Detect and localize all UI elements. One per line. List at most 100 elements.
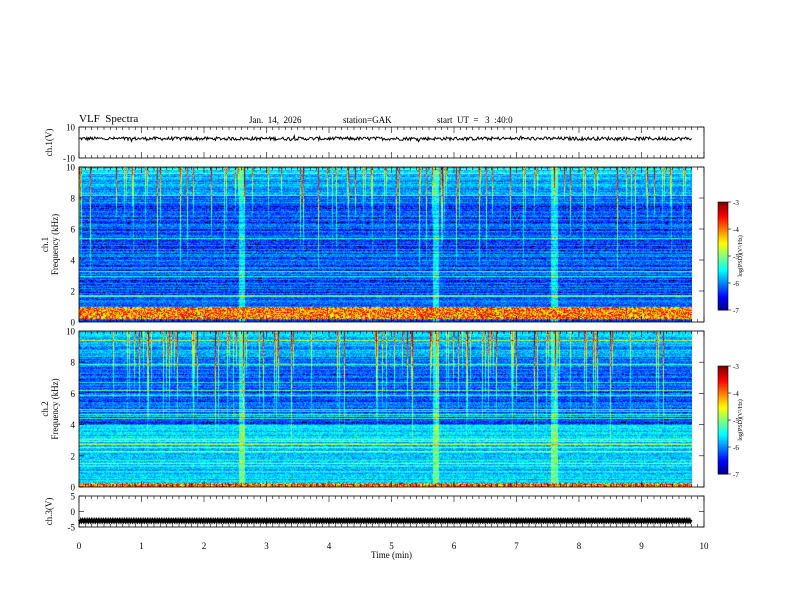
colorbar-cell: [718, 209, 728, 212]
colorbar-cell: [718, 434, 728, 437]
spectrogram-image-2: [79, 331, 692, 487]
colorbar-cell: [718, 247, 728, 250]
colorbar-cell: [718, 283, 728, 286]
y-axis-label-line: Frequency (kHz): [50, 378, 60, 439]
colorbar-cell: [718, 457, 728, 461]
colorbar-cell: [718, 256, 728, 259]
colorbar-cell: [718, 245, 728, 248]
y-axis-label-line: ch.1: [40, 237, 50, 252]
y-axis-label-line: Frequency (kHz): [50, 214, 60, 275]
colorbar-cell: [718, 436, 728, 439]
colorbar-cell: [718, 202, 728, 205]
colorbar-cell: [718, 216, 728, 219]
y-axis-label-line: ch.2: [40, 401, 50, 416]
colorbar-cell: [718, 266, 728, 270]
colorbar-cell: [718, 306, 728, 309]
colorbar-tick-label: -7: [733, 307, 739, 315]
colorbar-cell: [718, 257, 728, 261]
y-axis-label: ch.1(V): [44, 129, 54, 157]
colorbar-cell: [718, 220, 728, 223]
colorbar-cell: [718, 299, 728, 302]
x-tick-label: 7: [514, 541, 519, 551]
date-label: Jan. 14, 2026: [249, 115, 302, 125]
colorbar-cell: [718, 366, 728, 369]
y-tick-label: 6: [71, 225, 76, 235]
colorbar-cell: [718, 405, 728, 408]
colorbar-cell: [718, 412, 728, 416]
colorbar-tick-label: -3: [733, 363, 739, 371]
colorbar-cell: [718, 394, 728, 398]
colorbar-cell: [718, 373, 728, 376]
colorbar-cell: [718, 308, 728, 311]
colorbar-cell: [718, 272, 728, 275]
colorbar-cell: [718, 441, 728, 444]
colorbar-cell: [718, 380, 728, 383]
x-tick-label: 4: [327, 541, 332, 551]
colorbar-cell: [718, 214, 728, 217]
colorbar-cell: [718, 443, 728, 446]
colorbar-cell: [718, 369, 728, 372]
colorbar-cell: [718, 420, 728, 423]
y-tick-label: 2: [71, 451, 76, 461]
colorbar-cell: [718, 297, 728, 300]
colorbar-cell: [718, 263, 728, 266]
colorbar-cell: [718, 423, 728, 426]
colorbar-cell: [718, 371, 728, 374]
colorbar-cell: [718, 367, 728, 371]
colorbar-tick-label: -3: [733, 199, 739, 207]
colorbar-cell: [718, 468, 728, 471]
colorbar-cell: [718, 438, 728, 441]
colorbar-cell: [718, 396, 728, 399]
colorbar-cell: [718, 409, 728, 412]
station-label: station=GAK: [343, 115, 392, 125]
waveform-line-3: [78, 516, 693, 525]
colorbar-cell: [718, 286, 728, 289]
y-tick-label: 0: [71, 318, 76, 328]
colorbar-cell: [718, 205, 728, 208]
x-tick-label: 9: [639, 541, 644, 551]
colorbar-cell: [718, 229, 728, 232]
colorbar-cell: [718, 425, 728, 428]
x-tick-label: 3: [264, 541, 269, 551]
y-axis-label: ch.2Frequency (kHz): [40, 378, 60, 439]
colorbar-cell: [718, 281, 728, 284]
colorbar-tick-label: -4: [733, 390, 739, 398]
y-tick-label: -10: [63, 154, 75, 164]
colorbar-cell: [718, 402, 728, 405]
colorbar-cell: [718, 274, 728, 277]
colorbar-cell: [718, 470, 728, 473]
colorbar-label: log(PSD)(V²/Hz): [737, 235, 744, 276]
colorbar-cell: [718, 463, 728, 466]
colorbar-cell: [718, 448, 728, 452]
x-tick-label: 5: [389, 541, 394, 551]
colorbar-cell: [718, 378, 728, 381]
y-tick-label: -5: [68, 523, 76, 533]
colorbar-cell: [718, 427, 728, 430]
waveform-line-0: [78, 133, 692, 143]
colorbar-cell: [718, 254, 728, 257]
x-tick-label: 10: [700, 541, 710, 551]
y-tick-label: 10: [66, 123, 76, 133]
colorbar-cell: [718, 238, 728, 241]
colorbar-cell: [718, 445, 728, 448]
y-tick-label: 8: [71, 194, 76, 204]
y-axis-label-line: ch.1(V): [44, 129, 54, 157]
colorbar-cell: [718, 227, 728, 230]
colorbar-cell: [718, 454, 728, 457]
colorbar-tick-label: -5: [733, 253, 739, 261]
colorbar-cell: [718, 203, 728, 207]
colorbar-cell: [718, 450, 728, 453]
colorbar-cell: [718, 391, 728, 394]
colorbar-cell: [718, 465, 728, 468]
colorbar-tick-label: -5: [733, 417, 739, 425]
y-tick-label: 10: [66, 327, 76, 337]
colorbar-cell: [718, 447, 728, 450]
colorbar-cell: [718, 416, 728, 419]
colorbar-tick-label: -6: [733, 280, 739, 288]
colorbar-cell: [718, 290, 728, 293]
colorbar-cell: [718, 304, 728, 307]
colorbar-cell: [718, 236, 728, 239]
colorbar-cell: [718, 376, 728, 380]
